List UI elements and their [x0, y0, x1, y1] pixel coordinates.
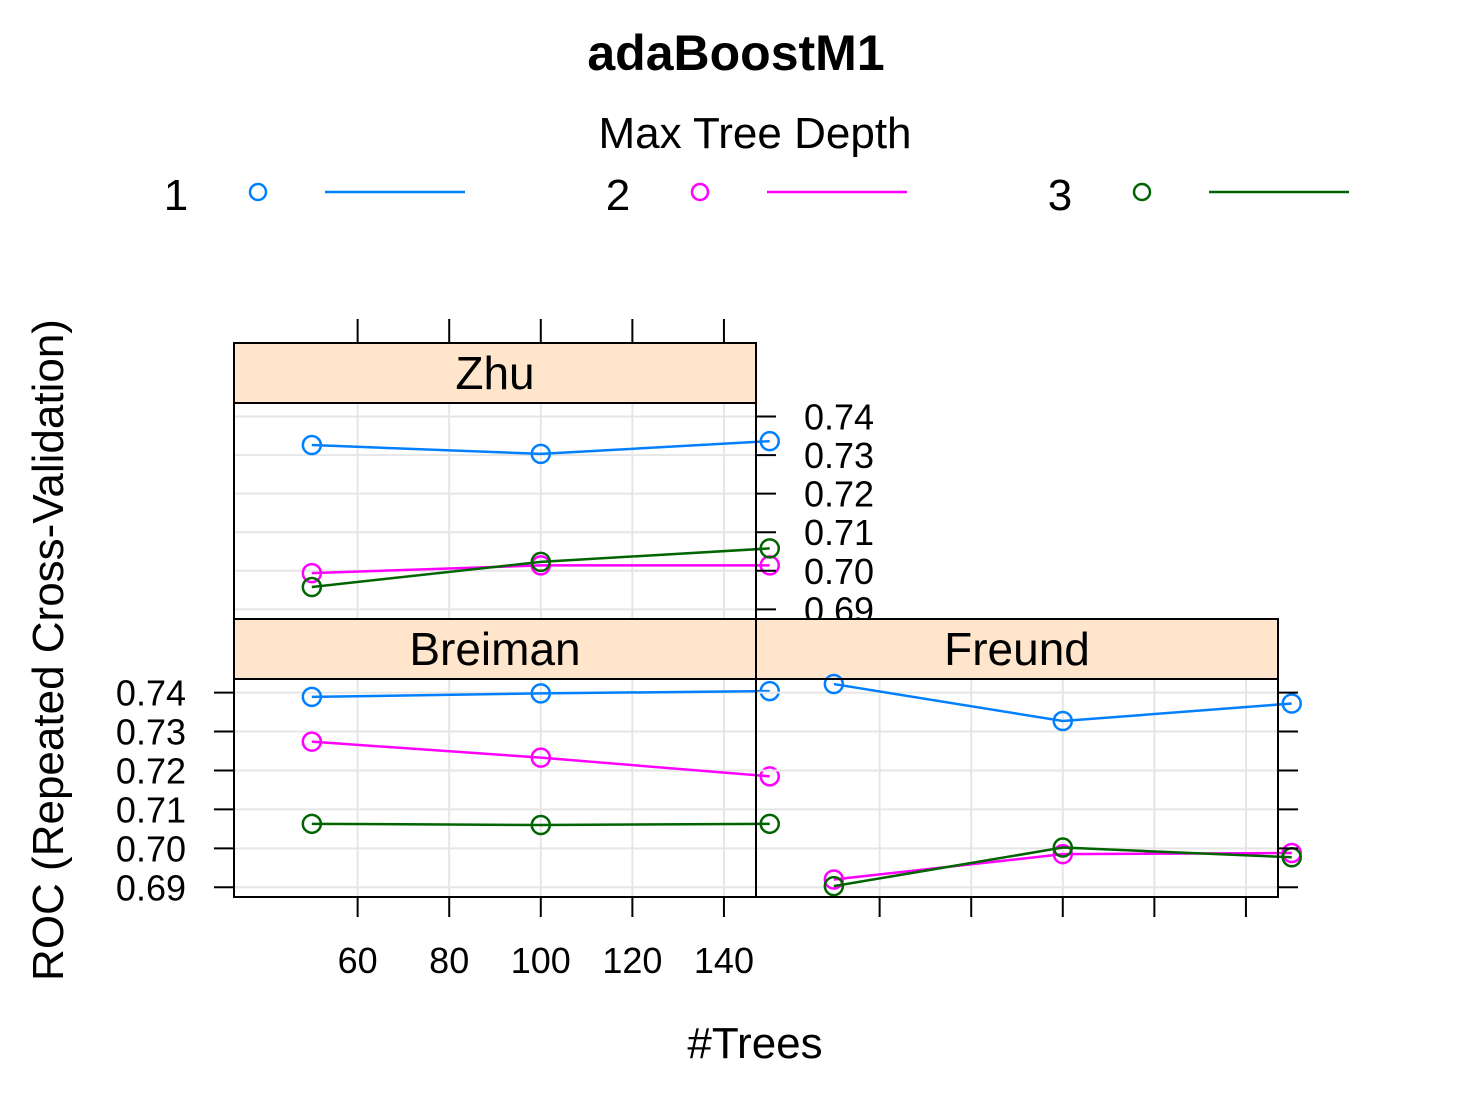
data-point-freund-2-1 — [1052, 843, 1074, 865]
strip-zhu — [233, 342, 757, 404]
data-point-breiman-3-0 — [301, 813, 323, 835]
y-tick-label: 0.71 — [116, 789, 186, 830]
y-tick-label: 0.72 — [804, 474, 874, 515]
data-point-zhu-3-0 — [301, 576, 323, 598]
x-tick-label: 100 — [511, 940, 571, 981]
panel-breiman: Breiman 0.690.700.710.720.730.74 60 80 100 12… — [116, 618, 780, 981]
y-tick-label: 0.70 — [116, 828, 186, 869]
y-tick-label: 0.70 — [804, 551, 874, 592]
data-point-breiman-1-0 — [301, 686, 323, 708]
y-tick-label: 0.72 — [116, 750, 186, 791]
panels: Zhu0.690.700.710.720.730.74Breiman0.690.… — [116, 319, 1302, 981]
series-line-zhu-1 — [311, 439, 770, 456]
panel-frame-breiman — [233, 678, 757, 898]
data-point-freund-2-0 — [823, 869, 845, 890]
x-tick-label: 120 — [602, 940, 662, 981]
data-point-zhu-3-1 — [530, 551, 552, 573]
y-tick-label: 0.73 — [116, 712, 186, 753]
y-tick-label: 0.69 — [116, 867, 186, 908]
data-point-breiman-3-2 — [759, 813, 780, 835]
data-point-zhu-1-2 — [759, 430, 780, 452]
series-line-zhu-3 — [311, 547, 770, 589]
series-line-freund-3 — [833, 846, 1292, 888]
data-point-breiman-1-1 — [530, 683, 552, 704]
x-axis-label: #Trees — [687, 1019, 822, 1068]
data-point-breiman-1-2 — [759, 680, 780, 702]
data-point-breiman-3-1 — [530, 814, 552, 836]
strip-label-zhu: Zhu — [455, 347, 534, 399]
chart-title: adaBoostM1 — [587, 25, 884, 81]
series-line-breiman-1 — [311, 689, 770, 699]
series-line-breiman-2 — [311, 740, 770, 778]
x-tick-label: 60 — [338, 940, 378, 981]
legend-label-1: 1 — [164, 171, 188, 220]
data-point-freund-3-1 — [1052, 837, 1074, 858]
series-line-breiman-3 — [311, 822, 770, 827]
strip-freund — [755, 618, 1279, 680]
y-tick-label: 0.71 — [804, 512, 874, 553]
legend-marker-2 — [690, 182, 710, 202]
panel-frame-freund — [755, 678, 1279, 898]
strip-label-breiman: Breiman — [409, 623, 580, 675]
series-line-zhu-2 — [311, 564, 770, 575]
strip-label-freund: Freund — [944, 623, 1090, 675]
legend-label-3: 3 — [1048, 171, 1072, 220]
panel-freund: Freund — [755, 618, 1302, 917]
y-axis-label: ROC (Repeated Cross-Validation) — [24, 319, 73, 981]
series-line-freund-1 — [833, 682, 1292, 723]
data-point-zhu-1-1 — [530, 443, 552, 465]
legend-marker-3 — [1132, 182, 1152, 202]
y-tick-label: 0.74 — [804, 397, 874, 438]
data-point-breiman-2-2 — [759, 766, 780, 787]
data-point-freund-1-1 — [1052, 710, 1074, 732]
data-point-breiman-2-0 — [301, 731, 323, 752]
data-point-zhu-1-0 — [301, 434, 323, 456]
data-point-freund-1-0 — [823, 673, 845, 695]
x-tick-label: 140 — [694, 940, 754, 981]
data-point-breiman-2-1 — [530, 747, 552, 768]
data-point-zhu-3-2 — [759, 538, 780, 559]
data-point-freund-3-0 — [823, 875, 845, 897]
legend: 1 2 3 — [164, 171, 1349, 220]
y-tick-label: 0.74 — [116, 673, 186, 714]
legend-title: Max Tree Depth — [598, 109, 911, 158]
data-point-freund-1-2 — [1281, 693, 1302, 714]
data-point-zhu-2-0 — [301, 562, 323, 584]
legend-label-2: 2 — [606, 171, 630, 220]
legend-marker-1 — [248, 182, 268, 202]
y-tick-label: 0.73 — [804, 435, 874, 476]
x-tick-label: 80 — [429, 940, 469, 981]
